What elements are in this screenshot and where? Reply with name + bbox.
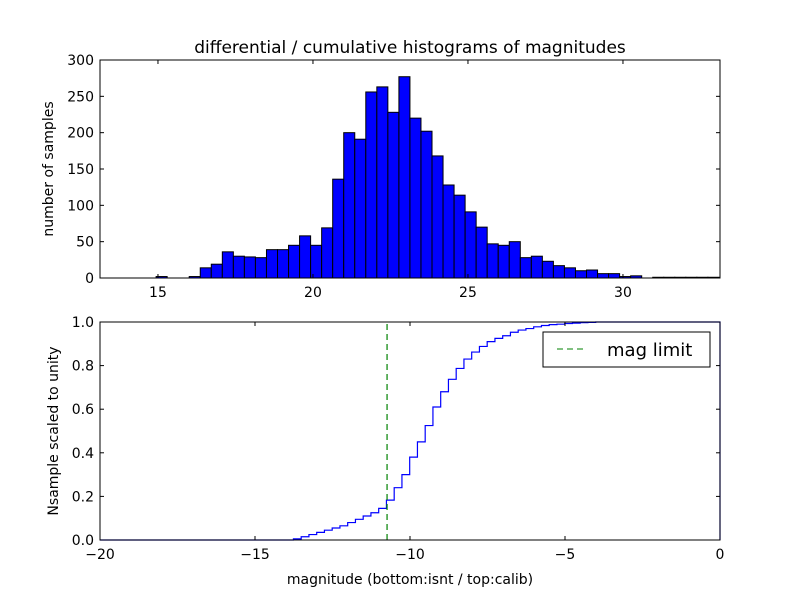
y-tick-label: 0.2 (72, 489, 94, 505)
histogram-bar (232, 255, 245, 279)
chart-title: differential / cumulative histograms of … (194, 38, 626, 58)
x-tick-label: 30 (614, 285, 632, 301)
histogram-bar (277, 249, 290, 279)
histogram-bar (332, 178, 345, 279)
histogram-bar (464, 211, 477, 279)
y-tick-label: 300 (67, 53, 94, 69)
histogram-bar (398, 76, 411, 279)
top-ylabel: number of samples (41, 101, 57, 236)
histogram-bar (453, 194, 466, 279)
histogram-bar (321, 227, 334, 279)
cumulative-step-line (100, 321, 721, 541)
y-tick-label: 1.0 (72, 315, 94, 331)
histogram-bar (365, 91, 378, 279)
histogram-bar (254, 257, 267, 279)
y-tick-label: 0.0 (72, 533, 94, 549)
histogram-bar (343, 132, 356, 279)
histogram-bar (221, 251, 234, 279)
histogram-bar (409, 117, 422, 279)
histogram-bar (420, 130, 433, 279)
y-tick-label: 0.8 (72, 359, 94, 375)
histogram-bar (608, 273, 621, 279)
bottom-axes: −20 −15 −10 −5 0 0.0 0.2 0.4 0.6 0.8 1.0 (72, 315, 725, 563)
histogram-bar (519, 257, 532, 279)
histogram-bar (310, 244, 323, 279)
histogram-bar (243, 256, 256, 279)
bottom-ylabel: Nsample scaled to unity (46, 346, 62, 515)
histogram-bar (497, 244, 510, 279)
y-tick-label: 0 (85, 271, 94, 287)
histogram-bar (199, 267, 212, 279)
legend: mag limit (542, 331, 711, 368)
histogram-bar (376, 86, 389, 279)
histogram-bar (442, 184, 455, 279)
y-tick-label: 250 (67, 89, 94, 105)
x-tick-label: −15 (240, 547, 270, 563)
x-tick-label: 15 (149, 285, 167, 301)
histogram-bar (530, 255, 543, 279)
y-tick-label: 150 (67, 162, 94, 178)
y-tick-label: 100 (67, 198, 94, 214)
histogram-bar (288, 244, 301, 279)
x-tick-label: −5 (555, 547, 576, 563)
x-tick-label: −20 (85, 547, 115, 563)
histogram-bar (574, 270, 588, 279)
y-tick-label: 50 (76, 235, 94, 251)
histogram-bar (586, 269, 599, 279)
histogram-bar (354, 138, 367, 279)
y-tick-label: 200 (67, 126, 94, 142)
x-tick-label: 20 (304, 285, 322, 301)
x-tick-label: −10 (395, 547, 425, 563)
histogram-bar (597, 273, 610, 279)
histogram-bar (431, 155, 444, 279)
legend-label: mag limit (607, 340, 692, 361)
histogram-bar (486, 243, 499, 279)
histogram-bar (387, 111, 400, 279)
histogram-bar (563, 267, 576, 279)
y-tick-label: 0.4 (72, 446, 94, 462)
bottom-xlabel: magnitude (bottom:isnt / top:calib) (287, 572, 533, 588)
histogram-bar (552, 265, 565, 279)
histogram-bar (508, 241, 521, 279)
y-tick-label: 0.6 (72, 402, 94, 418)
histogram-bar (475, 226, 488, 279)
histogram-bar (541, 260, 554, 279)
histogram-bar (299, 235, 312, 279)
x-tick-label: 0 (716, 547, 725, 563)
histogram-bar (265, 249, 279, 279)
histogram-bar (210, 263, 223, 279)
x-tick-label: 25 (459, 285, 477, 301)
